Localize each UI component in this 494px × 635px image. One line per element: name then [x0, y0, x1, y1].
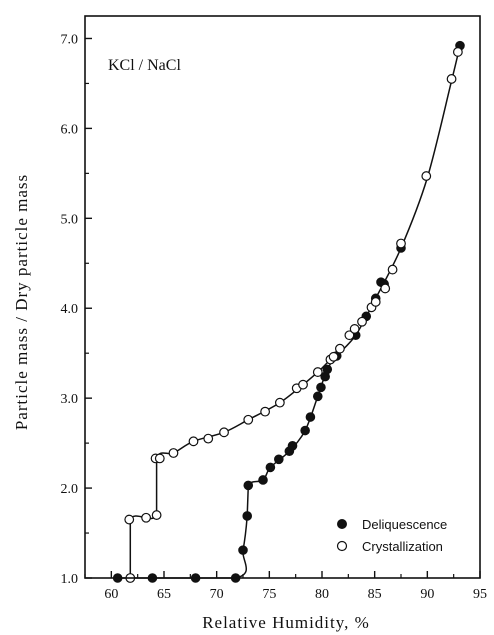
x-tick-label: 90	[420, 587, 434, 602]
x-tick-label: 80	[315, 587, 329, 602]
y-tick-label: 6.0	[61, 122, 79, 137]
legend: Deliquescence Crystallization	[336, 517, 447, 554]
x-tick-label: 75	[262, 587, 276, 602]
crystallization-curve	[129, 358, 331, 578]
deliquescence-point	[242, 511, 253, 521]
crystallization-point	[312, 367, 323, 377]
crystallization-point	[274, 397, 285, 408]
crystallization-point	[370, 297, 381, 307]
crystallization-point	[243, 414, 254, 425]
y-tick-label: 5.0	[61, 212, 79, 227]
crystallization-point	[396, 238, 406, 249]
crystallization-point	[124, 514, 135, 525]
deliquescence-point	[258, 475, 268, 485]
crystallization-point	[141, 512, 151, 523]
y-axis-label: Particle mass / Dry particle mass	[12, 174, 31, 430]
crystallization-point	[203, 433, 214, 444]
crystallization-point	[452, 47, 463, 57]
x-tick-label: 65	[157, 587, 171, 602]
crystallization-point	[387, 264, 398, 275]
crystallization-point	[380, 283, 391, 294]
crystallization-point	[168, 448, 179, 458]
points-layer	[112, 40, 465, 583]
deliquescence-point	[238, 545, 248, 555]
x-tick-label: 60	[104, 587, 118, 602]
crystallization-point	[421, 171, 432, 181]
x-tick-label: 95	[473, 587, 487, 602]
y-tick-label: 1.0	[61, 572, 79, 587]
deliquescence-point	[265, 462, 276, 473]
crystallization-point	[357, 316, 367, 327]
crystallization-point	[154, 453, 165, 464]
deliquescence-point	[322, 364, 333, 375]
crystallization-point	[344, 330, 355, 341]
deliquescence-point	[316, 382, 326, 393]
y-tick-label: 2.0	[61, 482, 79, 497]
x-axis-label: Relative Humidity, %	[202, 613, 370, 632]
deliquescence-point	[305, 412, 316, 422]
x-tick-label: 85	[368, 587, 382, 602]
crystallization-point	[328, 351, 339, 362]
deliquescence-point	[243, 480, 254, 491]
y-tick-label: 7.0	[61, 32, 79, 47]
legend-label-deliquescence: Deliquescence	[362, 517, 447, 532]
y-tick-label: 4.0	[61, 302, 79, 317]
crystallization-point	[446, 74, 457, 84]
legend-marker-deliquescence	[337, 519, 347, 529]
deliquescence-point	[274, 454, 284, 465]
deliquescence-point	[312, 391, 323, 402]
plot-frame	[84, 15, 481, 579]
deliquescence-point	[287, 441, 298, 451]
curves-layer	[117, 45, 461, 579]
crystallization-point	[260, 406, 271, 417]
crystallization-point	[298, 379, 308, 390]
crystallization-point	[151, 510, 162, 520]
crystallization-point	[349, 324, 360, 334]
crystallization-point	[219, 427, 229, 438]
legend-marker-crystallization	[336, 540, 348, 552]
deliquescence-curve	[117, 45, 461, 579]
crystallization-point	[335, 343, 345, 354]
axes-layer: 60 65 70 75 80 85 90 95 1.0 2.0 3.0 4.0 5.0 6.0 7.0	[61, 15, 487, 602]
chart-annotation: KCl / NaCl	[108, 57, 181, 74]
y-tick-label: 3.0	[61, 392, 79, 407]
legend-label-crystallization: Crystallization	[362, 539, 443, 554]
crystallization-point	[188, 436, 199, 447]
deliquescence-point	[300, 425, 310, 436]
x-tick-label: 70	[210, 587, 224, 602]
